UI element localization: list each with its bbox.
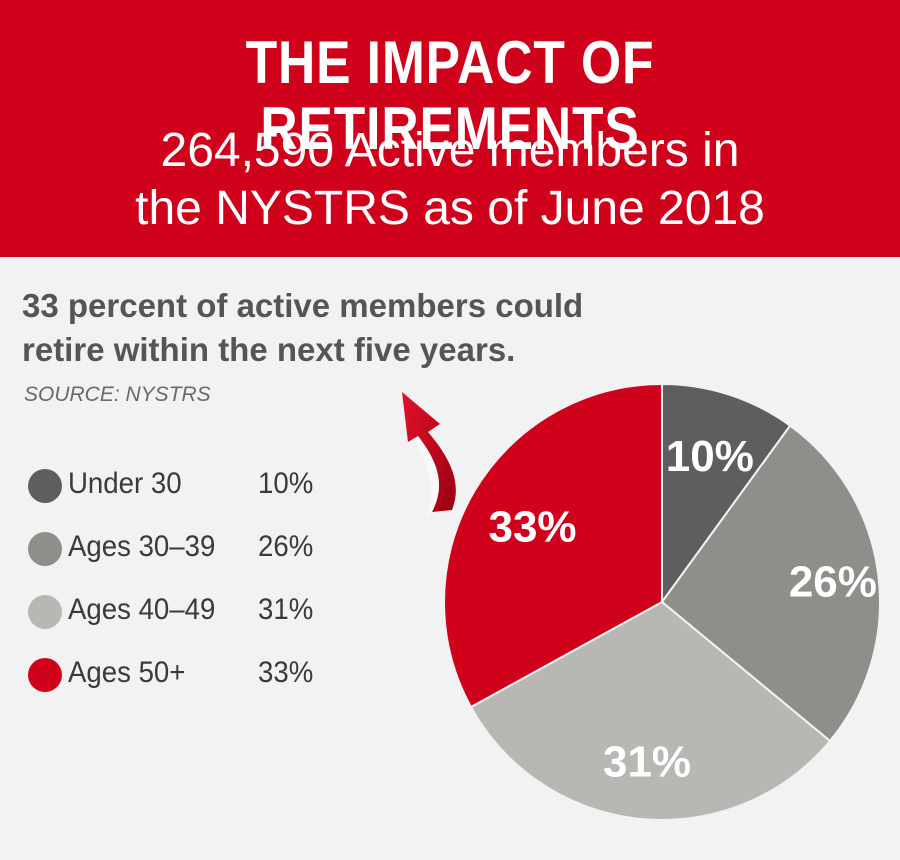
pie-slice-ages-30-39 [660,424,881,743]
legend-value: 33% [258,656,314,689]
headline-line-1: 33 percent of active members could [22,287,584,324]
pie-slice-label: 31% [603,737,691,786]
arrow-icon [402,392,456,518]
legend-swatch [28,595,62,629]
legend-item-under-30: Under 30 10% [28,465,348,505]
legend-label: Ages 50+ [68,656,186,689]
pie-slice-label: 26% [789,557,877,606]
pie-slice-labels: 10% 26% 31% 33% [488,432,876,787]
main-title: THE IMPACT OF RETIREMENTS [245,29,655,162]
legend-value: 10% [258,467,314,500]
headline-line-2: retire within the next five years. [22,331,516,368]
source-note: SOURCE: NYSTRS [24,383,211,406]
legend-swatch [28,532,62,566]
header-banner: THE IMPACT OF RETIREMENTS 264,590 Active… [0,0,900,257]
legend-label: Under 30 [68,467,182,500]
legend-label: Ages 30–39 [68,530,216,563]
pie-slice-ages-40-49 [469,600,832,821]
legend-value: 31% [258,593,314,626]
headline: 33 percent of active members could retir… [22,284,722,372]
pie-slice-label: 33% [488,502,576,551]
subtitle: 264,590 Active members in the NYSTRS as … [0,122,900,238]
legend-swatch [28,658,62,692]
subtitle-line-2: the NYSTRS as of June 2018 [135,182,765,235]
pie-slice-ages-50 [443,382,663,709]
legend-item-ages-50-plus: Ages 50+ 33% [28,654,348,694]
legend-value: 26% [258,530,314,563]
legend-item-ages-40-49: Ages 40–49 31% [28,591,348,631]
legend-label: Ages 40–49 [68,593,216,626]
subtitle-line-1: 264,590 Active members in [160,124,740,177]
pie-slices [443,382,881,821]
legend-swatch [28,469,62,503]
pie-slice-under-30 [661,382,792,606]
legend-item-ages-30-39: Ages 30–39 26% [28,528,348,568]
pie-slice-label: 10% [666,432,754,481]
